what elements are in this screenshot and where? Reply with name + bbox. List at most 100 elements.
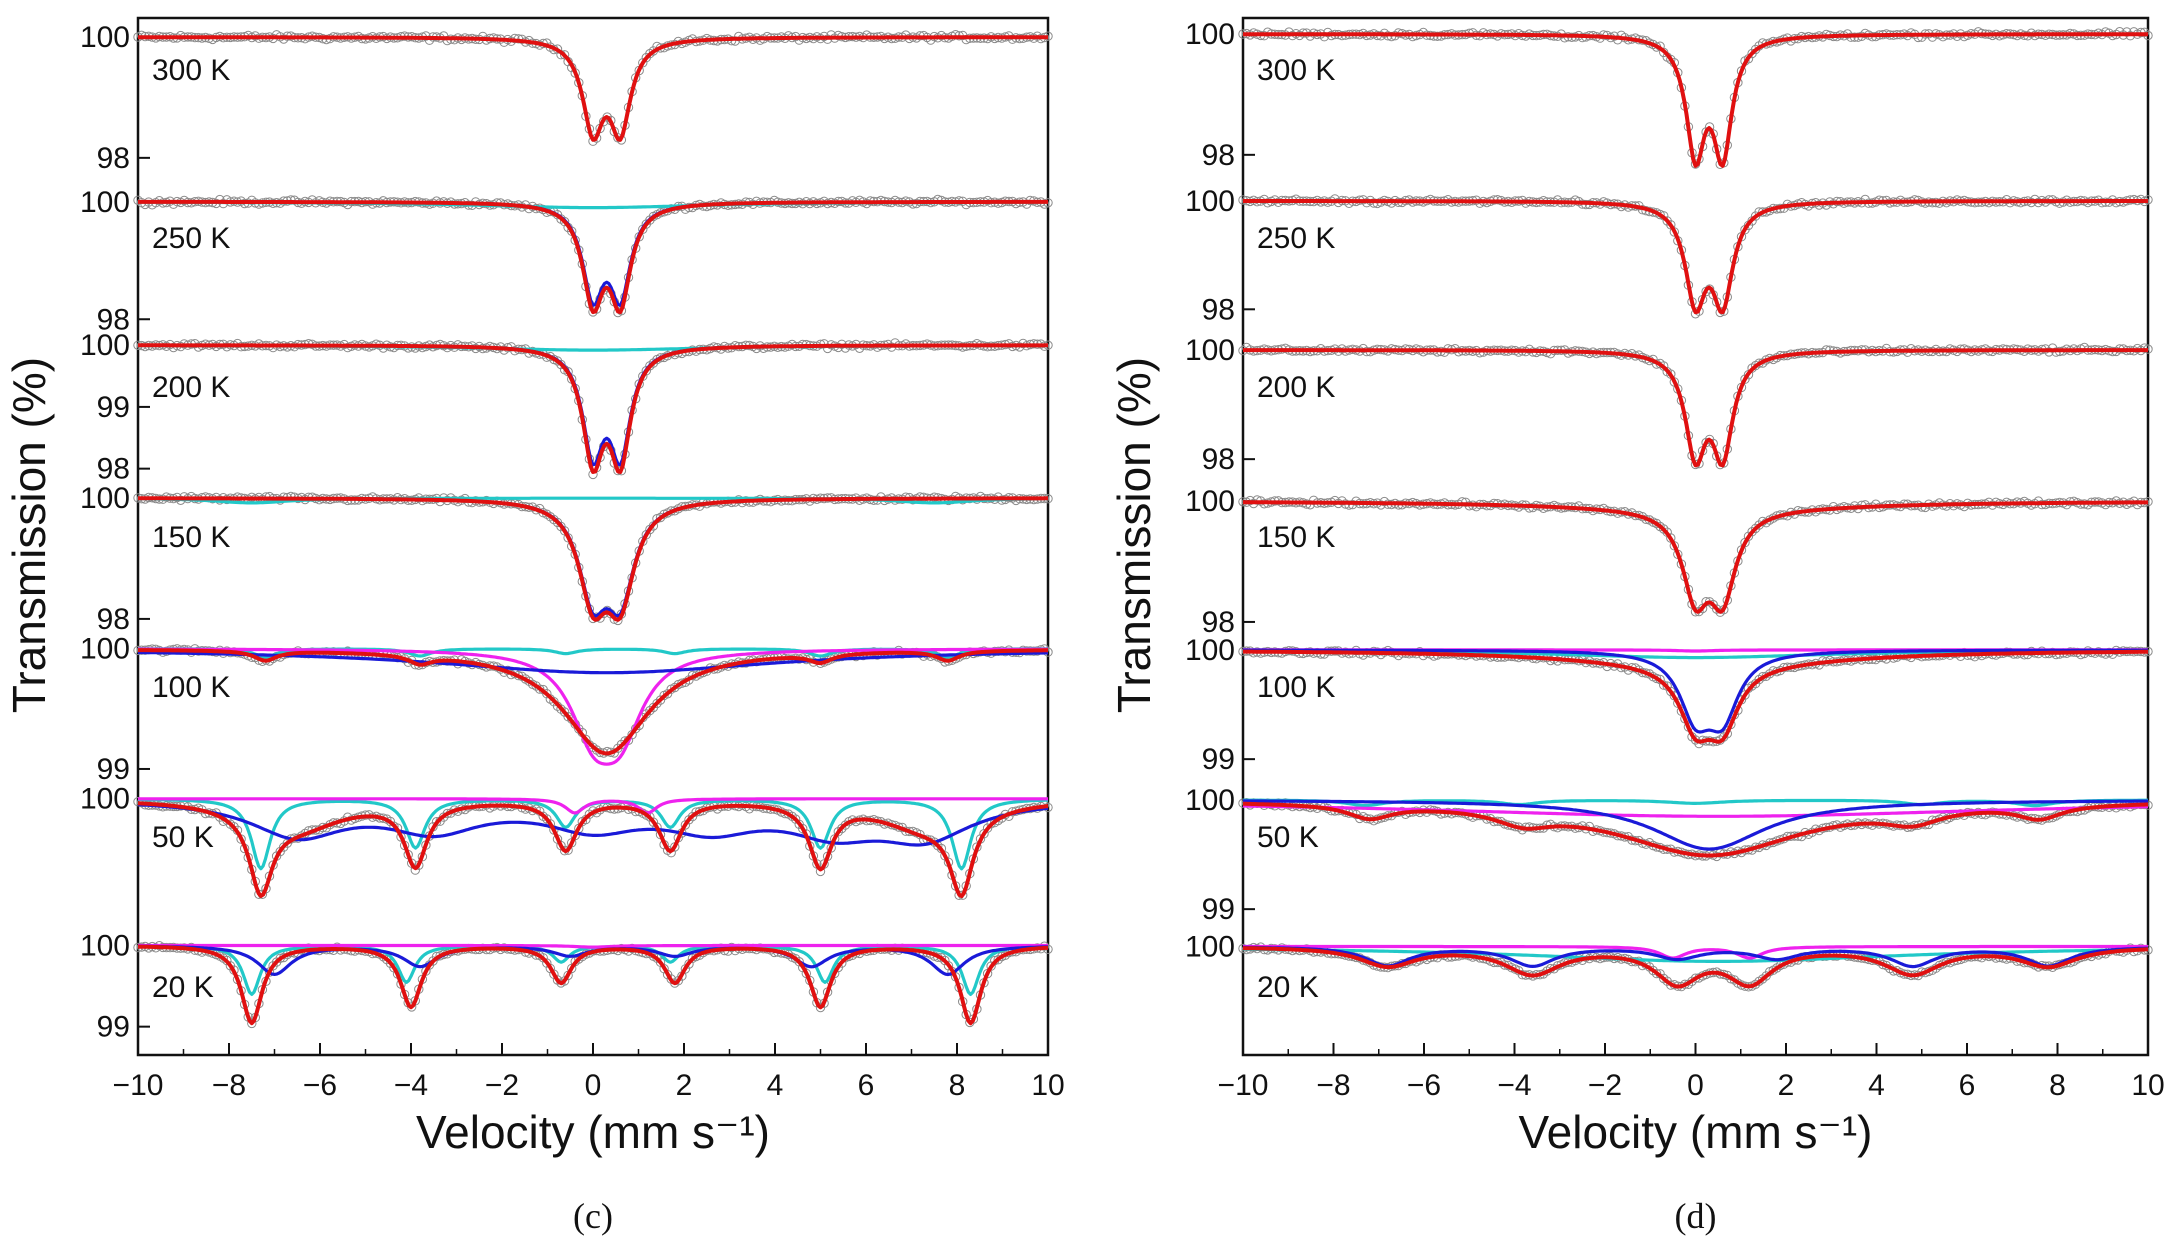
- spectrum-250k: 100 98 250 K: [1185, 185, 2153, 326]
- x-axis-label: Velocity (mm s⁻¹): [416, 1106, 770, 1158]
- spectrum-50k: 100 99 50 K: [1185, 784, 2153, 926]
- data-point: [1747, 216, 1757, 226]
- y-tick-label: 100: [1185, 18, 1235, 51]
- x-tick-label: −4: [394, 1069, 428, 1102]
- x-tick-label: 10: [2131, 1069, 2164, 1102]
- temperature-label: 20 K: [152, 971, 214, 1004]
- chart-panel-d: −10 −8 −6 −4 −2 0 2 4 6 8 10 Velocity (mm s⁻¹) Trans…: [1108, 16, 2165, 1236]
- data-point: [648, 358, 659, 368]
- data-point: [1747, 527, 1757, 537]
- y-tick-label: 100: [80, 929, 130, 962]
- spectrum-150k: 100 98 150 K: [1185, 485, 2153, 639]
- fit-curve-red: [138, 496, 1048, 622]
- spectrum-100k: 100 99 100 K: [1185, 634, 2153, 776]
- fit-curve-red: [1243, 348, 2148, 468]
- data-point: [655, 695, 666, 705]
- fit-curve-red: [1242, 946, 2149, 989]
- x-tick-label: 0: [585, 1069, 602, 1102]
- data-point: [1330, 495, 1340, 506]
- spectrum-20k: 100 99 20 K: [80, 929, 1053, 1044]
- x-tick-label: 2: [676, 1069, 693, 1102]
- data-point: [840, 820, 851, 830]
- temperature-label: 300 K: [1257, 54, 1335, 87]
- y-tick-label: 100: [80, 633, 130, 666]
- data-point: [645, 705, 655, 716]
- spectrum-50k: 100 50 K: [80, 783, 1053, 900]
- data-point: [940, 955, 950, 966]
- temperature-label: 300 K: [152, 54, 230, 87]
- data-point: [552, 975, 563, 985]
- x-tick-label: −10: [1218, 1069, 1269, 1102]
- data-point: [652, 698, 662, 709]
- x-tick-label: 4: [1868, 1069, 1885, 1102]
- data-point: [645, 361, 655, 371]
- y-tick-label: 100: [80, 783, 130, 816]
- data-point: [1284, 27, 1294, 37]
- fit-curve-red: [137, 801, 1049, 899]
- spectrum-200k: 100 99 98 200 K: [80, 329, 1053, 486]
- data-point: [535, 684, 545, 694]
- y-tick-label: 100: [1185, 334, 1235, 367]
- data-point: [542, 814, 552, 824]
- fit-curve-magenta: [138, 647, 1048, 766]
- fit-curve-red: [1243, 32, 2148, 168]
- y-tick-label: 100: [1185, 784, 1235, 817]
- spectrum-20k: 100 20 K: [1185, 930, 2153, 1004]
- data-point: [1666, 54, 1676, 65]
- x-tick-label: −10: [113, 1069, 164, 1102]
- x-tick-label: 6: [858, 1069, 875, 1102]
- data-point: [684, 815, 694, 825]
- data-point: [1712, 604, 1722, 614]
- fit-curve-red: [1243, 199, 2148, 315]
- y-tick-label: 98: [1202, 293, 1235, 326]
- y-tick-label: 99: [1202, 743, 1235, 776]
- temperature-label: 150 K: [152, 521, 230, 554]
- x-tick-label: 8: [2049, 1069, 2066, 1102]
- plot-frame: [1241, 16, 2150, 1057]
- y-tick-label: 100: [80, 21, 130, 54]
- temperature-label: 200 K: [1257, 371, 1335, 404]
- fit-curve-red: [1243, 649, 2148, 744]
- data-point: [790, 814, 801, 824]
- spectrum-100k: 100 99 100 K: [80, 633, 1053, 786]
- data-point: [1758, 974, 1768, 984]
- spectrum-250k: 100 98 250 K: [80, 186, 1053, 336]
- data-point: [222, 955, 232, 966]
- spectrum-200k: 100 98 200 K: [1185, 334, 2153, 476]
- temperature-label: 20 K: [1257, 971, 1319, 1004]
- fit-curve-red: [138, 343, 1048, 474]
- data-point: [641, 366, 651, 376]
- y-tick-label: 99: [97, 391, 130, 424]
- data-point: [1651, 968, 1662, 979]
- fit-curve-blue: [138, 200, 1048, 307]
- y-tick-label: 100: [80, 329, 130, 362]
- x-tick-label: −8: [1316, 1069, 1350, 1102]
- temperature-label: 200 K: [152, 371, 230, 404]
- y-tick-label: 98: [1202, 606, 1235, 639]
- fit-curve-blue: [1242, 799, 2148, 851]
- x-tick-label: 8: [949, 1069, 966, 1102]
- fit-curve-magenta: [138, 943, 1048, 949]
- data-point: [559, 707, 570, 717]
- y-tick-label: 100: [1185, 634, 1235, 667]
- y-tick-label: 98: [1202, 443, 1235, 476]
- data-point: [645, 524, 655, 535]
- data-point: [1750, 523, 1761, 534]
- temperature-label: 250 K: [1257, 222, 1335, 255]
- data-point: [680, 820, 691, 830]
- x-tick-label: −6: [1407, 1069, 1441, 1102]
- panel-label: (d): [1675, 1196, 1717, 1236]
- temperature-label: 100 K: [152, 671, 230, 704]
- x-tick-label: 0: [1687, 1069, 1704, 1102]
- temperature-label: 250 K: [152, 222, 230, 255]
- temperature-label: 100 K: [1257, 671, 1335, 704]
- fit-curve-red: [1243, 801, 2149, 858]
- chart-panel-c: −10 −8 −6 −4 −2 0 2 4 6 8 10 Velocity (mm s⁻¹) Trans…: [3, 16, 1065, 1236]
- fit-curve-red: [1243, 500, 2148, 614]
- y-axis-label: Transmission (%): [3, 357, 55, 713]
- data-point: [229, 822, 239, 832]
- data-point: [1659, 524, 1669, 534]
- x-tick-label: 10: [1031, 1069, 1064, 1102]
- fit-curve-blue: [138, 496, 1048, 618]
